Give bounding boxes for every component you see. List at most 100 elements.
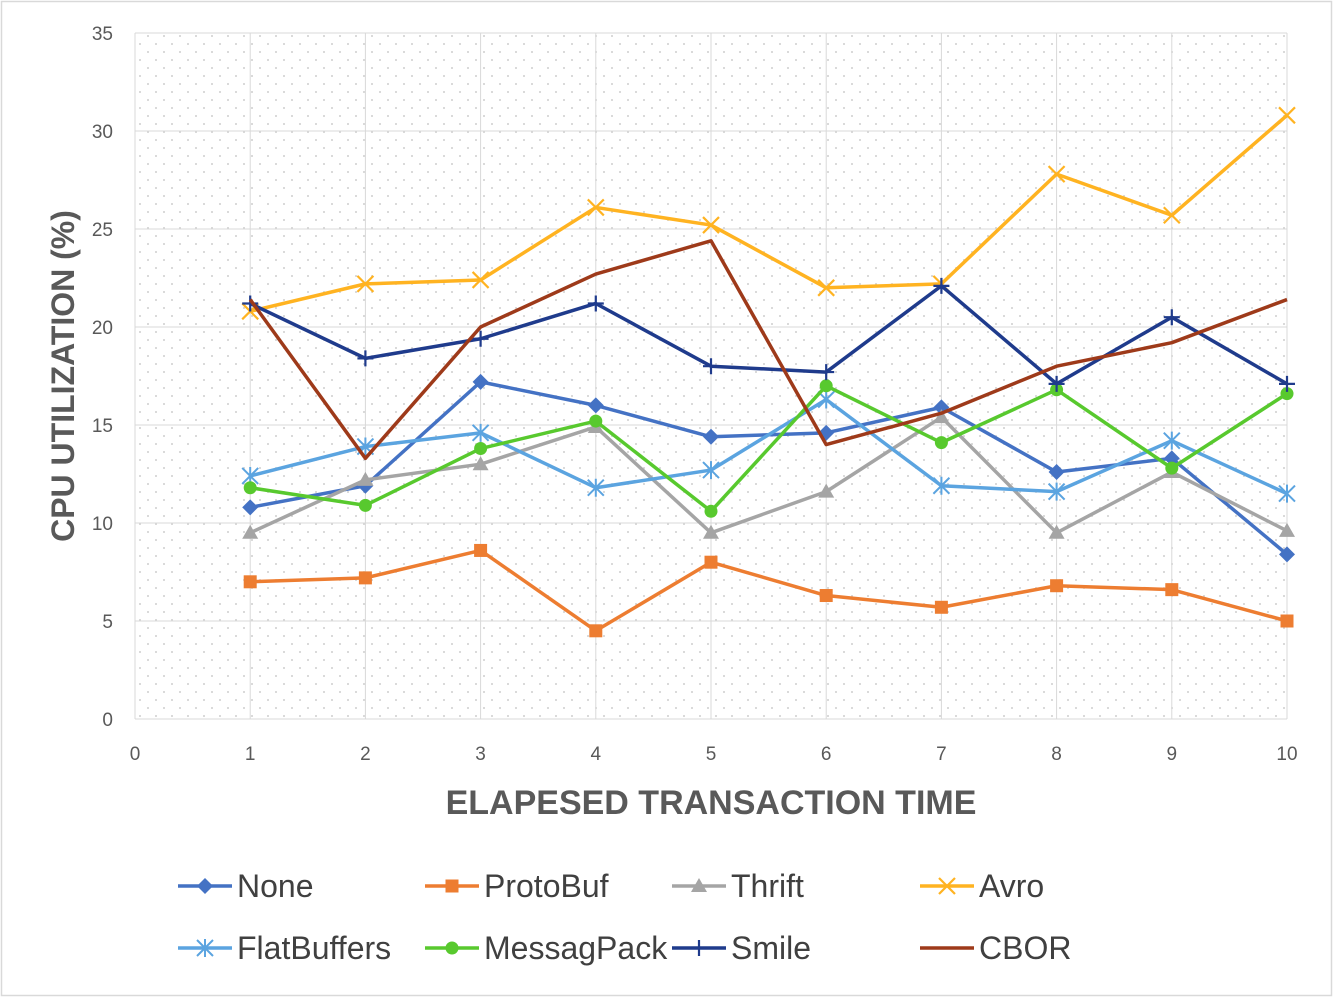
- legend-label: ProtoBuf: [484, 868, 609, 904]
- legend-label: Avro: [979, 868, 1044, 904]
- data-point: [1163, 309, 1180, 326]
- data-point: [703, 358, 719, 375]
- data-point: [242, 499, 259, 516]
- data-point: [704, 504, 718, 518]
- legend-item-protobuf: ProtoBuf: [425, 868, 609, 904]
- x-tick-label: 7: [936, 744, 947, 765]
- data-point: [1165, 461, 1179, 475]
- data-point: [934, 436, 948, 450]
- y-tick-label: 15: [92, 416, 113, 437]
- data-point: [1280, 387, 1294, 401]
- data-point: [587, 198, 605, 217]
- data-point: [587, 478, 605, 497]
- data-point: [1048, 524, 1065, 539]
- data-point: [818, 483, 835, 498]
- series-line: [248, 239, 1288, 461]
- legend-marker: [445, 941, 459, 955]
- legend-label: MessagPack: [484, 930, 668, 966]
- x-axis-title: ELAPESED TRANSACTION TIME: [446, 784, 977, 822]
- y-tick-label: 35: [92, 24, 113, 45]
- data-point: [1278, 484, 1296, 503]
- data-point: [702, 461, 720, 480]
- series-line: [249, 284, 1288, 386]
- legend-marker: [445, 879, 459, 893]
- data-point: [357, 471, 374, 486]
- series-line: [249, 113, 1289, 314]
- x-tick-label: 0: [130, 744, 141, 765]
- data-point: [243, 481, 257, 495]
- x-tick-label: 10: [1276, 744, 1297, 765]
- data-point: [1279, 546, 1295, 563]
- data-point: [589, 414, 603, 428]
- y-tick-label: 10: [92, 514, 113, 535]
- data-point: [1279, 522, 1295, 537]
- data-point: [1050, 579, 1064, 593]
- data-point: [1047, 482, 1066, 501]
- y-tick-label: 5: [102, 612, 113, 633]
- data-point: [703, 524, 719, 539]
- x-tick-label: 2: [360, 744, 371, 765]
- x-tick-label: 8: [1051, 744, 1062, 765]
- data-point: [587, 295, 604, 312]
- series-avro: [241, 106, 1296, 321]
- series-layer: [241, 106, 1296, 638]
- data-point: [357, 350, 374, 367]
- series-messagpack: [243, 379, 1294, 518]
- data-point: [358, 571, 372, 585]
- series-line: [249, 384, 1288, 513]
- legend-item-none: None: [178, 868, 314, 904]
- series-line: [250, 548, 1288, 633]
- legend-item-messagpack: MessagPack: [425, 930, 668, 966]
- x-tick-label: 4: [591, 744, 602, 765]
- data-point: [818, 364, 835, 381]
- data-point: [1163, 431, 1181, 450]
- legend-marker: [691, 940, 707, 956]
- data-point: [242, 295, 259, 312]
- y-tick-label: 30: [92, 122, 113, 143]
- x-tick-label: 6: [821, 744, 832, 765]
- data-point: [934, 600, 948, 614]
- legend-item-avro: Avro: [920, 868, 1044, 904]
- legend-marker: [691, 878, 707, 892]
- series-protobuf: [243, 543, 1294, 638]
- series-line: [249, 397, 1288, 496]
- y-axis-title: CPU UTILIZATION (%): [45, 210, 81, 542]
- series-flatbuffers: [241, 390, 1296, 503]
- data-point: [819, 589, 833, 603]
- data-point: [703, 428, 719, 445]
- y-tick-label: 20: [92, 318, 113, 339]
- data-point: [702, 216, 720, 234]
- axes: 0 5 10 15 20 25 30 35 0 1 2 3 4 5 6 7 8 9 10: [92, 24, 1298, 765]
- data-point: [471, 423, 490, 442]
- data-point: [358, 498, 372, 512]
- data-point: [587, 397, 604, 414]
- data-point: [471, 271, 490, 289]
- data-point: [1278, 106, 1296, 125]
- series-cbor: [248, 239, 1288, 461]
- data-point: [817, 279, 835, 297]
- data-point: [356, 275, 375, 293]
- x-tick-label: 1: [245, 744, 256, 765]
- data-point: [1048, 464, 1065, 481]
- y-tick-label: 25: [92, 220, 113, 241]
- data-point: [1163, 206, 1181, 225]
- data-point: [472, 373, 489, 390]
- data-point: [472, 330, 489, 347]
- series-line: [249, 415, 1288, 535]
- data-point: [1279, 375, 1295, 392]
- series-smile: [242, 277, 1295, 392]
- data-point: [472, 456, 489, 471]
- data-point: [1047, 165, 1066, 183]
- legend-item-thrift: Thrift: [672, 868, 804, 904]
- data-point: [1163, 450, 1180, 467]
- legend: None ProtoBuf Thrift Avro FlatBuffers MessagP…: [178, 868, 1071, 966]
- legend-label: CBOR: [979, 930, 1071, 966]
- data-point: [704, 555, 718, 569]
- legend-label: Thrift: [731, 868, 804, 904]
- legend-item-smile: Smile: [672, 930, 811, 966]
- y-tick-label: 0: [102, 710, 113, 731]
- legend-label: Smile: [731, 930, 811, 966]
- data-point: [474, 442, 488, 456]
